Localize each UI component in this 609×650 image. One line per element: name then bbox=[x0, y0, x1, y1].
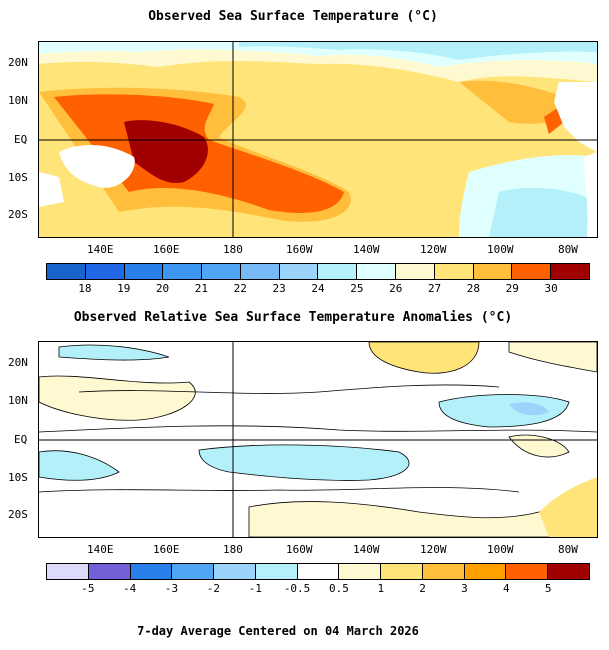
colorbar-swatch bbox=[279, 264, 319, 279]
colorbar-swatch bbox=[318, 264, 358, 279]
colorbar-label: -2 bbox=[206, 582, 220, 595]
lon-label: 180 bbox=[223, 243, 243, 256]
lon-label: 160E bbox=[153, 243, 180, 256]
lat-label: 20N bbox=[8, 56, 28, 69]
colorbar-label: 19 bbox=[117, 282, 131, 295]
lon-label: 80W bbox=[558, 543, 578, 556]
colorbar-label: 30 bbox=[544, 282, 558, 295]
lat-label: 20S bbox=[8, 508, 28, 521]
lat-label: 20N bbox=[8, 356, 28, 369]
colorbar-label: 27 bbox=[427, 282, 442, 295]
colorbar-label: -1 bbox=[248, 582, 262, 595]
lon-label: 180 bbox=[223, 543, 243, 556]
colorbar-swatch bbox=[240, 264, 280, 279]
lon-label: 100W bbox=[487, 243, 514, 256]
lon-label: 160W bbox=[286, 543, 313, 556]
lat-label: 20S bbox=[8, 208, 28, 221]
lon-label: 100W bbox=[487, 543, 514, 556]
colorbar-swatch bbox=[130, 564, 173, 579]
colorbar-swatch bbox=[506, 564, 549, 579]
lon-label: 160W bbox=[286, 243, 313, 256]
lat-label: EQ bbox=[14, 133, 28, 146]
colorbar-swatch bbox=[512, 264, 552, 279]
colorbar-swatch bbox=[396, 264, 435, 279]
colorbar-label: 28 bbox=[466, 282, 481, 295]
lon-label: 120W bbox=[420, 543, 447, 556]
colorbar-swatch bbox=[464, 564, 507, 579]
lat-label: 10S bbox=[8, 471, 28, 484]
colorbar-swatch bbox=[163, 264, 203, 279]
colorbar-swatch bbox=[381, 564, 423, 579]
sst-map bbox=[38, 41, 598, 238]
colorbar-label: 4 bbox=[502, 582, 510, 595]
lon-label: 140E bbox=[87, 543, 114, 556]
colorbar-label: 18 bbox=[78, 282, 92, 295]
colorbar-label: -5 bbox=[81, 582, 95, 595]
colorbar-label: 25 bbox=[350, 282, 364, 295]
colorbar-label: -0.5 bbox=[283, 582, 311, 595]
colorbar-swatch bbox=[473, 264, 513, 279]
lat-label: EQ bbox=[14, 433, 28, 446]
colorbar-swatch bbox=[124, 264, 164, 279]
anomaly-map bbox=[38, 341, 598, 538]
colorbar-swatch bbox=[357, 264, 397, 279]
colorbar-swatch bbox=[434, 264, 474, 279]
colorbar-label: 2 bbox=[419, 582, 426, 595]
sst-title: Observed Sea Surface Temperature (°C) bbox=[148, 9, 438, 24]
colorbar-label: 21 bbox=[194, 282, 209, 295]
colorbar-swatch bbox=[422, 564, 465, 579]
colorbar-swatch bbox=[47, 264, 86, 279]
lat-label: 10N bbox=[8, 394, 28, 407]
colorbar-label: 29 bbox=[505, 282, 519, 295]
lat-label: 10N bbox=[8, 94, 28, 107]
sst-colorbar bbox=[46, 263, 590, 280]
colorbar-swatch bbox=[214, 564, 256, 579]
colorbar-swatch bbox=[172, 564, 215, 579]
lon-label: 80W bbox=[558, 243, 578, 256]
colorbar-label: -3 bbox=[164, 582, 179, 595]
colorbar-label: 3 bbox=[461, 582, 468, 595]
colorbar-swatch bbox=[548, 564, 589, 579]
colorbar-label: 26 bbox=[389, 282, 403, 295]
lon-label: 160E bbox=[153, 543, 180, 556]
colorbar-swatch bbox=[551, 264, 589, 279]
lon-label: 120W bbox=[420, 243, 447, 256]
lon-label: 140W bbox=[353, 243, 380, 256]
colorbar-swatch bbox=[47, 564, 89, 579]
colorbar-swatch bbox=[202, 264, 241, 279]
colorbar-label: 1 bbox=[377, 582, 385, 595]
colorbar-label: 0.5 bbox=[328, 582, 349, 595]
colorbar-swatch bbox=[297, 564, 340, 579]
lon-label: 140W bbox=[353, 543, 380, 556]
colorbar-label: 20 bbox=[155, 282, 170, 295]
colorbar-swatch bbox=[339, 564, 382, 579]
colorbar-swatch bbox=[255, 564, 298, 579]
anomaly-title: Observed Relative Sea Surface Temperatur… bbox=[73, 310, 513, 325]
lon-label: 140E bbox=[87, 243, 114, 256]
anomaly-colorbar bbox=[46, 563, 590, 580]
colorbar-label: 5 bbox=[544, 582, 552, 595]
colorbar-label: 24 bbox=[311, 282, 325, 295]
footer-caption: 7-day Average Centered on 04 March 2026 bbox=[137, 624, 419, 638]
colorbar-swatch bbox=[88, 564, 131, 579]
colorbar-label: -4 bbox=[123, 582, 137, 595]
colorbar-label: 22 bbox=[233, 282, 247, 295]
colorbar-label: 23 bbox=[272, 282, 286, 295]
lat-label: 10S bbox=[8, 171, 28, 184]
colorbar-swatch bbox=[85, 264, 125, 279]
